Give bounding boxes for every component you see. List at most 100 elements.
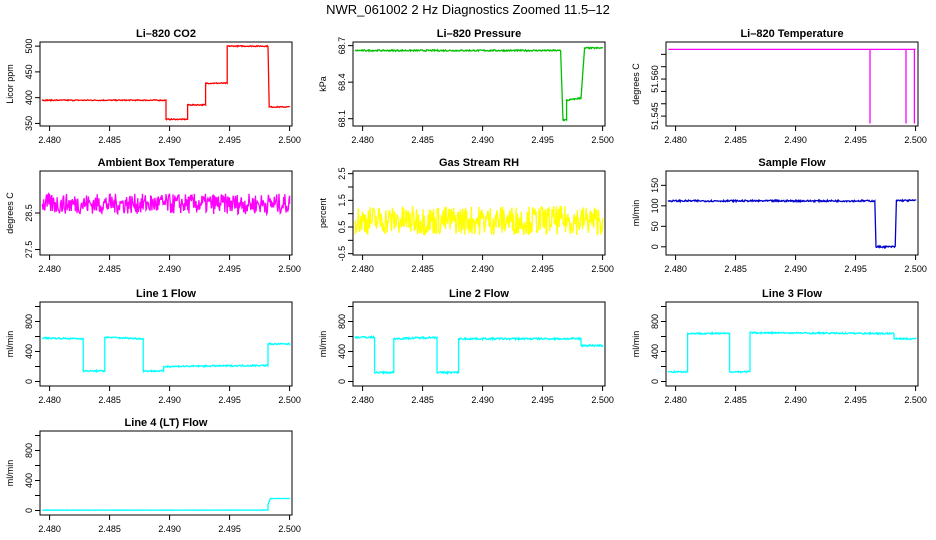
x-tick-label: 2.480 <box>38 135 61 145</box>
x-tick-label: 2.485 <box>98 524 121 534</box>
y-axis-label: degrees C <box>5 192 15 234</box>
chart-panel-4: Ambient Box Temperature degrees C 2.480 2.4… <box>5 157 301 274</box>
chart-title: Li–820 CO2 <box>136 28 196 40</box>
x-tick-label: 2.485 <box>724 395 747 405</box>
chart-panel-3: Li–820 Temperature degrees C 2.480 2.485 2.4… <box>631 28 927 145</box>
y-tick-label: 0 <box>650 379 660 384</box>
y-tick-label: 450 <box>24 64 34 79</box>
x-tick-label: 2.500 <box>904 395 927 405</box>
plot-frame <box>352 170 606 256</box>
series-line <box>667 198 917 250</box>
x-tick-label: 2.480 <box>351 264 374 274</box>
y-tick-label: 400 <box>24 90 34 105</box>
y-axis-label: ml/min <box>5 331 15 358</box>
y-tick-label: 68.7 <box>337 37 347 55</box>
y-tick-label: 800 <box>650 314 660 329</box>
y-tick-label: 400 <box>24 473 34 488</box>
y-tick-label: 0 <box>337 379 347 384</box>
x-tick-label: 2.480 <box>351 395 374 405</box>
x-tick-label: 2.500 <box>591 264 614 274</box>
x-tick-label: 2.495 <box>531 135 554 145</box>
x-tick-label: 2.485 <box>724 264 747 274</box>
x-tick-label: 2.490 <box>784 395 807 405</box>
x-tick-label: 2.495 <box>844 395 867 405</box>
y-tick-label: 0 <box>650 244 660 249</box>
x-tick-label: 2.500 <box>278 395 301 405</box>
x-tick-label: 2.490 <box>158 524 181 534</box>
series-line <box>41 497 291 511</box>
y-tick-label: 0.5 <box>337 221 347 234</box>
series-line <box>354 46 604 122</box>
chart-title: Sample Flow <box>758 157 826 169</box>
x-tick-label: 2.495 <box>844 264 867 274</box>
x-tick-label: 2.495 <box>218 524 241 534</box>
figure-title: NWR_061002 2 Hz Diagnostics Zoomed 11.5–… <box>326 2 610 17</box>
x-tick-label: 2.490 <box>471 135 494 145</box>
x-tick-label: 2.500 <box>904 135 927 145</box>
series-line <box>41 191 291 217</box>
x-tick-label: 2.495 <box>844 135 867 145</box>
chart-title: Ambient Box Temperature <box>98 157 235 169</box>
chart-panel-2: Li–820 Pressure kPa 2.480 2.485 2.490 2.495 2.… <box>318 28 614 145</box>
plot-frame <box>665 301 919 387</box>
chart-panel-7: Line 1 Flow ml/min 2.480 2.485 2.490 2.495 2.5… <box>5 288 301 405</box>
y-axis-label: percent <box>318 197 328 228</box>
y-tick-label: 1.5 <box>337 194 347 207</box>
chart-panel-1: Li–820 CO2 Licor ppm 2.480 2.485 2.490 2.495 2… <box>5 28 301 145</box>
x-tick-label: 2.500 <box>278 524 301 534</box>
y-tick-label: 68.1 <box>337 110 347 128</box>
y-tick-label: 400 <box>24 344 34 359</box>
chart-title: Line 3 Flow <box>762 288 822 300</box>
x-tick-label: 2.485 <box>98 264 121 274</box>
y-tick-label: 150 <box>650 178 660 193</box>
x-tick-label: 2.480 <box>38 264 61 274</box>
x-tick-label: 2.495 <box>218 135 241 145</box>
series-line <box>354 334 604 376</box>
x-tick-label: 2.480 <box>38 524 61 534</box>
y-tick-label: 50 <box>650 221 660 231</box>
y-axis-label: kPa <box>318 76 328 92</box>
x-tick-label: 2.495 <box>218 264 241 274</box>
x-tick-label: 2.485 <box>98 135 121 145</box>
y-tick-label: 400 <box>337 344 347 359</box>
chart-title: Li–820 Pressure <box>437 28 521 40</box>
y-tick-label: 0 <box>24 508 34 513</box>
y-tick-label: -0.5 <box>337 246 347 262</box>
y-tick-label: 0 <box>24 379 34 384</box>
x-tick-label: 2.480 <box>351 135 374 145</box>
x-tick-label: 2.490 <box>471 264 494 274</box>
y-tick-label: 350 <box>24 116 34 131</box>
y-tick-label: 68.4 <box>337 73 347 91</box>
series-line <box>41 44 291 121</box>
x-tick-label: 2.485 <box>411 395 434 405</box>
y-tick-label: 800 <box>337 314 347 329</box>
chart-title: Line 1 Flow <box>136 288 196 300</box>
chart-title: Li–820 Temperature <box>740 28 843 40</box>
x-tick-label: 2.485 <box>98 395 121 405</box>
x-tick-label: 2.490 <box>471 395 494 405</box>
y-tick-label: 800 <box>24 314 34 329</box>
plot-frame <box>352 41 606 127</box>
y-tick-label: 2.5 <box>337 167 347 180</box>
x-tick-label: 2.500 <box>904 264 927 274</box>
chart-title: Line 4 (LT) Flow <box>125 417 208 429</box>
chart-panel-8: Line 2 Flow ml/min 2.480 2.485 2.490 2.495 2.5… <box>318 288 614 405</box>
x-tick-label: 2.480 <box>664 264 687 274</box>
x-tick-label: 2.485 <box>411 135 434 145</box>
plot-frame <box>352 301 606 387</box>
chart-panel-5: Gas Stream RH percent 2.480 2.485 2.490 2.495… <box>318 157 614 274</box>
x-tick-label: 2.490 <box>158 395 181 405</box>
x-tick-label: 2.485 <box>724 135 747 145</box>
x-tick-label: 2.490 <box>158 264 181 274</box>
y-tick-label: 800 <box>24 443 34 458</box>
chart-panel-6: Sample Flow ml/min 2.480 2.485 2.490 2.495 2.5… <box>631 157 927 274</box>
x-tick-label: 2.500 <box>278 264 301 274</box>
chart-panel-10: Line 4 (LT) Flow ml/min 2.480 2.485 2.490 2.4… <box>5 417 301 534</box>
x-tick-label: 2.495 <box>218 395 241 405</box>
plot-frame <box>39 301 293 387</box>
y-tick-label: 51.545 <box>650 102 660 130</box>
series-line <box>667 330 917 374</box>
x-tick-label: 2.500 <box>591 395 614 405</box>
chart-title: Line 2 Flow <box>449 288 509 300</box>
chart-title: Gas Stream RH <box>439 157 519 169</box>
